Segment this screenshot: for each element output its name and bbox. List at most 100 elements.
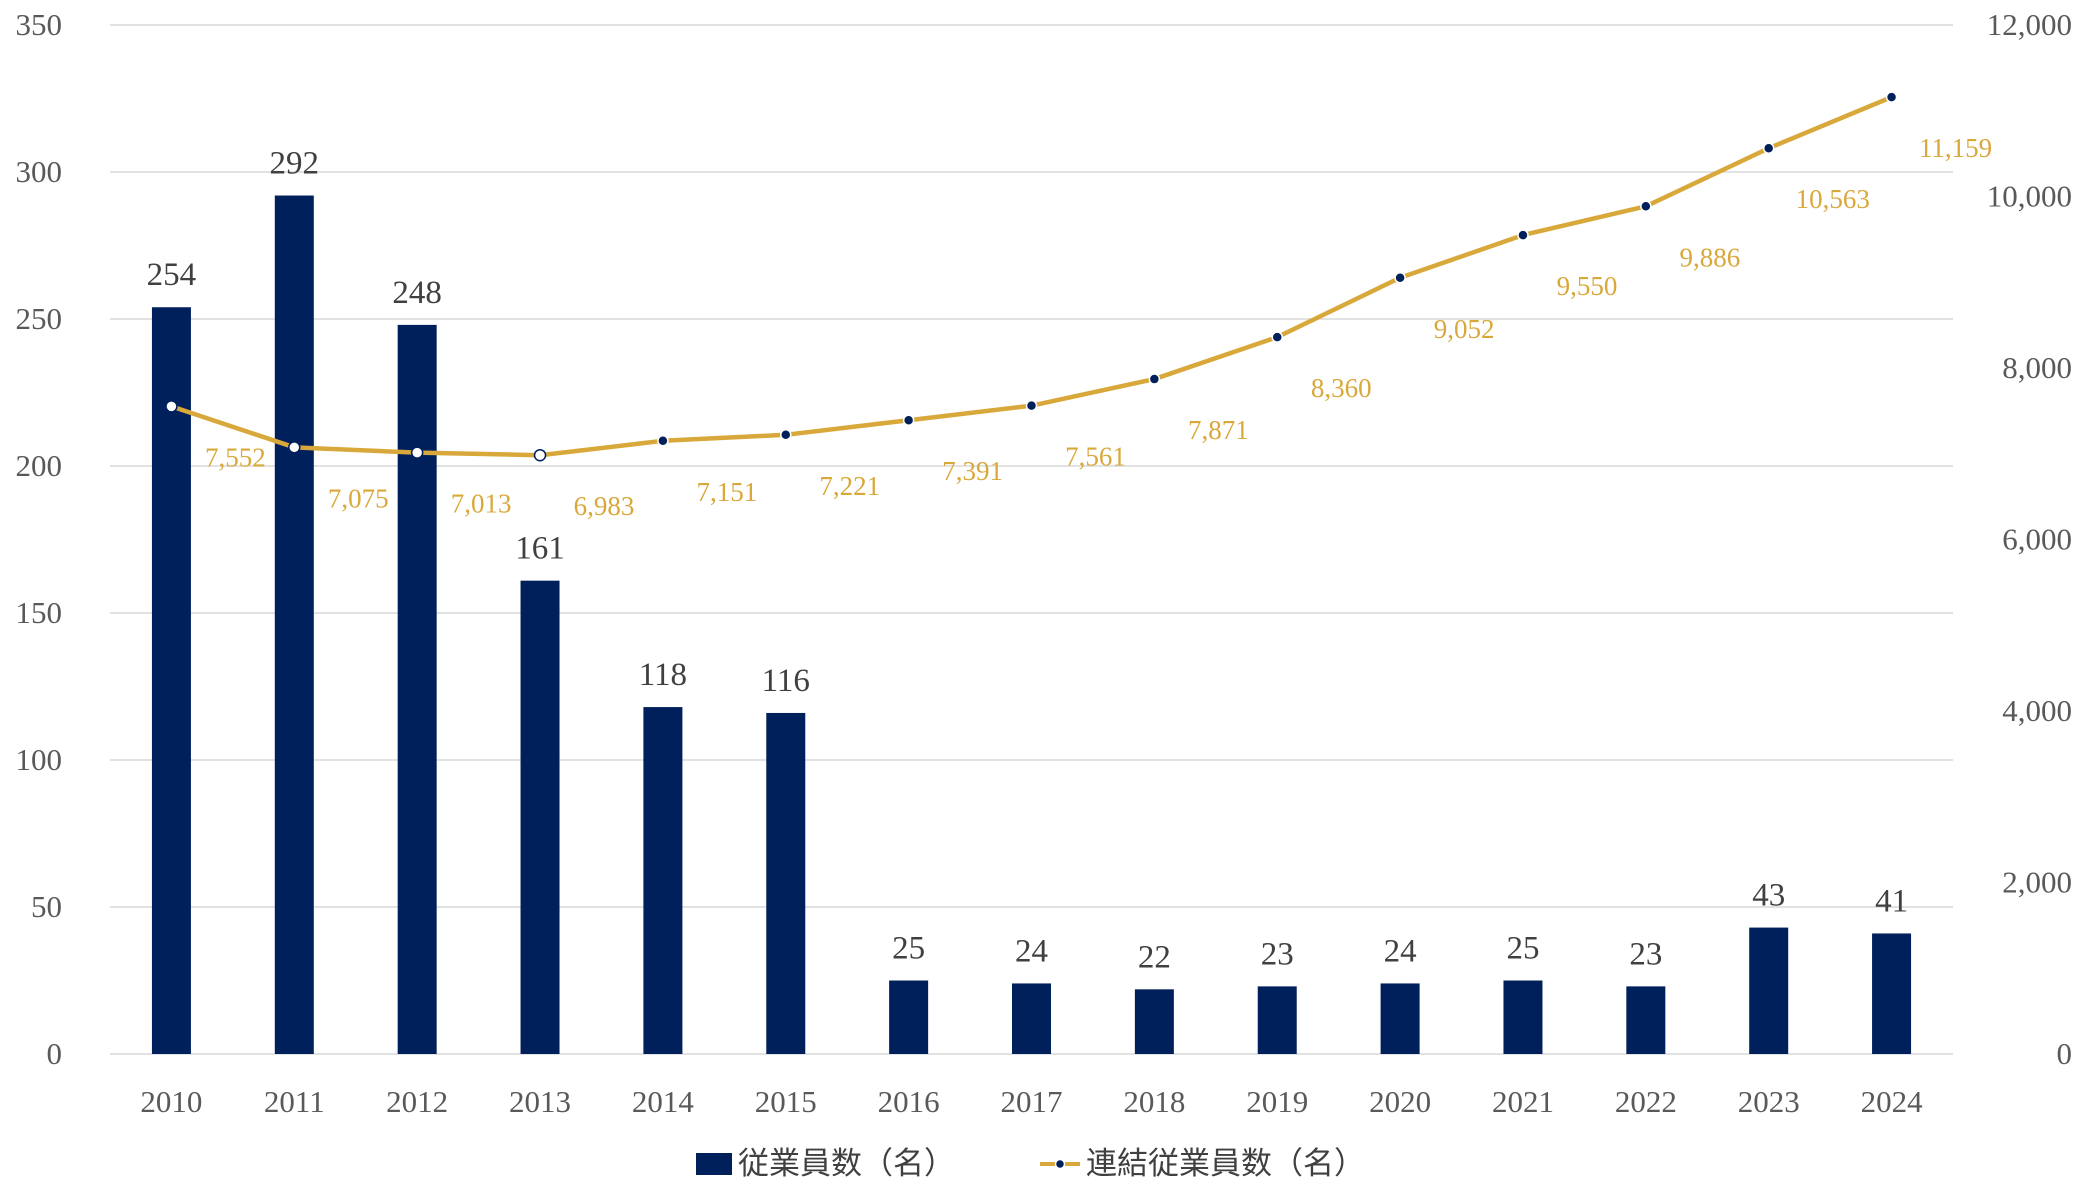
left-tick-label: 350 [16,7,63,42]
bar [274,195,314,1054]
legend: 従業員数（名） 連結従業員数（名） [696,1146,1365,1182]
legend-bar-label: 従業員数（名） [738,1146,955,1182]
bar [1872,933,1912,1054]
x-tick-label: 2020 [1369,1084,1431,1119]
line-value-label: 7,075 [328,483,389,513]
line-marker [1517,229,1529,241]
x-tick-label: 2018 [1123,1084,1185,1119]
line-marker [902,414,915,426]
bar-value-label: 22 [1138,939,1171,975]
bar-value-label: 118 [639,657,687,693]
left-tick-label: 0 [47,1036,63,1071]
gridlines [110,24,1953,1055]
bar [1380,983,1420,1054]
bar [1257,986,1297,1054]
line-value-label: 7,391 [942,456,1003,486]
line-marker [288,441,301,454]
x-tick-label: 2014 [632,1084,695,1119]
line-value-label: 7,221 [819,471,880,501]
legend-bar-swatch [696,1153,732,1175]
legend-line-marker [1054,1158,1066,1170]
bar [397,324,437,1054]
line-marker [1025,399,1038,412]
bar-value-label: 292 [270,146,320,182]
line-marker [410,446,424,459]
line-value-label: 11,159 [1919,133,1992,163]
right-tick-label: 4,000 [2002,693,2072,728]
left-axis: 0 50 100 150 200 250 300 350 [16,7,63,1071]
right-tick-label: 6,000 [2002,522,2072,557]
bar [520,580,560,1054]
x-tick-label: 2017 [1001,1084,1063,1119]
line-value-label: 9,550 [1557,271,1618,301]
bar-value-label: 25 [892,931,925,967]
line-marker [657,435,669,447]
line-value-label: 9,886 [1679,242,1740,272]
bar [1134,989,1174,1054]
bar-value-label: 248 [392,275,442,311]
line-value-label: 10,563 [1796,184,1870,214]
x-tick-label: 2011 [264,1084,325,1119]
line-marker [1148,373,1161,385]
right-tick-label: 12,000 [1987,7,2072,42]
bar-data-labels: 254 292 248 161 118 116 25 24 22 23 24 25 23 43 41 [147,146,1908,976]
right-tick-label: 2,000 [2002,865,2072,900]
legend-line-label: 連結従業員数（名） [1086,1146,1365,1182]
left-tick-label: 300 [16,154,63,189]
bar [1503,980,1543,1054]
right-tick-label: 0 [2057,1036,2073,1071]
line-marker [1885,91,1898,103]
line-marker [533,448,547,462]
bar [1749,927,1789,1054]
bar [1012,983,1051,1054]
bar-value-label: 41 [1875,883,1908,919]
x-tick-label: 2012 [386,1084,448,1119]
x-tick-label: 2023 [1738,1084,1800,1119]
right-tick-label: 10,000 [1987,179,2072,214]
line-value-label: 7,561 [1065,442,1126,472]
line-marker [1271,331,1283,343]
right-tick-label: 8,000 [2002,350,2072,385]
line-data-labels: 7,552 7,075 7,013 6,983 7,151 7,221 7,391 7,561… [205,133,1992,521]
right-axis: 0 2,000 4,000 6,000 8,000 10,000 12,000 [1987,7,2072,1071]
bar-value-label: 23 [1629,936,1662,972]
x-tick-label: 2021 [1492,1084,1554,1119]
bar [643,707,683,1054]
bar [1626,986,1666,1054]
bar [766,712,806,1054]
line-value-label: 7,871 [1188,415,1249,445]
line-marker [780,429,792,441]
x-axis: 2010 2011 2012 2013 2014 2015 2016 2017 2018 2019… [140,1084,1923,1119]
bar-value-label: 24 [1015,933,1048,969]
line-value-label: 8,360 [1311,373,1372,403]
x-tick-label: 2016 [878,1084,940,1119]
line-marker [165,400,178,413]
left-tick-label: 150 [16,595,63,630]
line-series [165,91,1898,462]
left-tick-label: 250 [16,301,63,336]
left-tick-label: 200 [16,448,63,483]
bar-value-label: 43 [1752,878,1785,914]
x-tick-label: 2015 [755,1084,817,1119]
bar-value-label: 254 [147,257,197,293]
line-value-label: 6,983 [574,491,635,521]
left-tick-label: 50 [31,889,62,924]
line-marker [1762,142,1775,154]
bar-value-label: 161 [515,531,565,567]
line-value-label: 7,013 [451,489,512,519]
bar [889,980,929,1054]
x-tick-label: 2013 [509,1084,571,1119]
x-tick-label: 2010 [140,1084,202,1119]
left-tick-label: 100 [16,742,63,777]
x-tick-label: 2019 [1246,1084,1308,1119]
bar-value-label: 23 [1261,936,1294,972]
bar-value-label: 116 [762,663,810,699]
line-value-label: 9,052 [1434,314,1495,344]
line-marker [1394,272,1406,284]
bar-series [151,195,1912,1054]
line-value-label: 7,151 [697,477,758,507]
bar [151,307,191,1054]
line-value-label: 7,552 [205,442,266,472]
bar-value-label: 25 [1506,931,1539,967]
